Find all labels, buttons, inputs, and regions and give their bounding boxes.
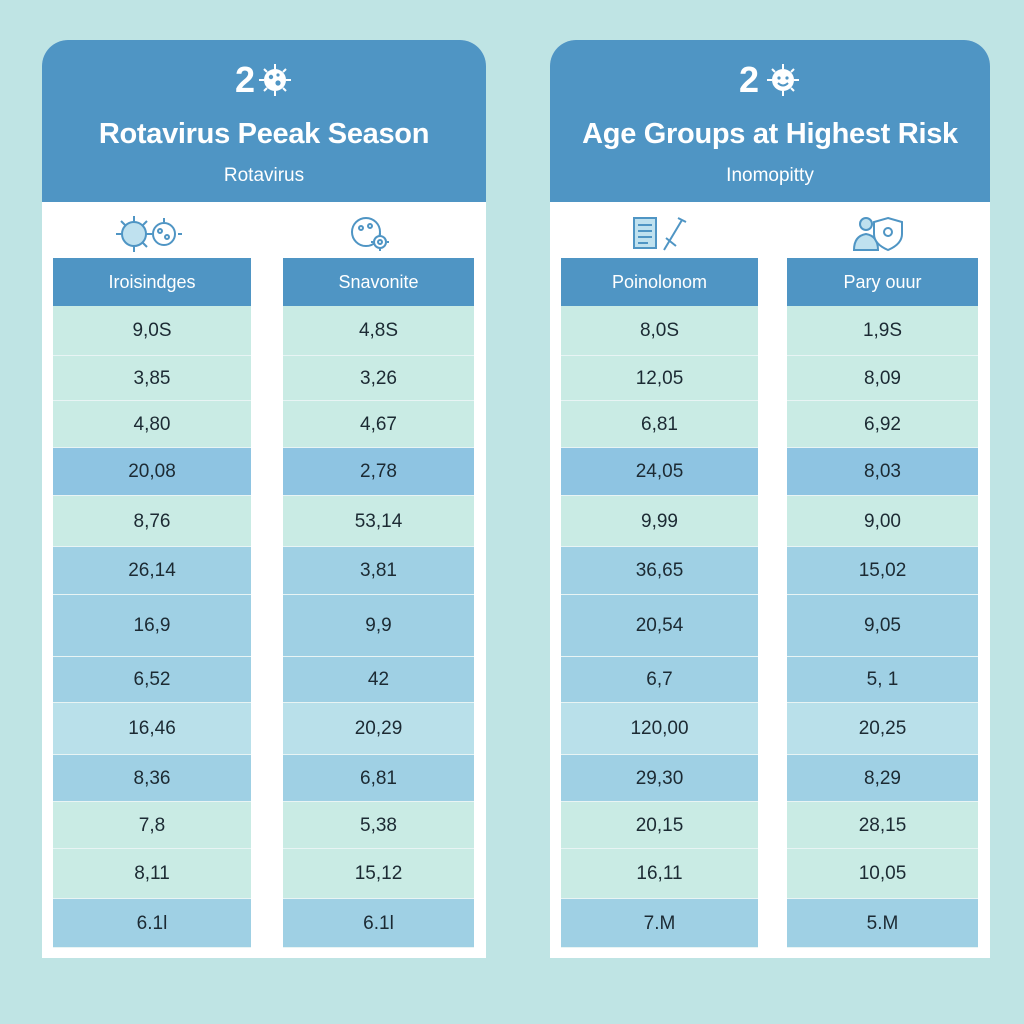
panel-title: Age Groups at Highest Risk: [582, 118, 958, 150]
virus-icon: [259, 64, 292, 96]
table-cell: 8,03: [787, 448, 978, 496]
table-cell: 8,36: [53, 755, 251, 802]
table-cell: 9,00: [787, 496, 978, 547]
badge: 2: [550, 60, 990, 100]
table-cell: 15,02: [787, 547, 978, 595]
table-cell: 9,05: [787, 595, 978, 657]
table-cell: 8,29: [787, 755, 978, 802]
table-cell: 6,7: [561, 657, 758, 703]
table-cell: 1,9S: [787, 306, 978, 356]
table-cell: 7,8: [53, 802, 251, 849]
age-groups-panel: 2 Age Groups at Highest Risk Inomopitty: [550, 40, 990, 958]
panel-subtitle: Inomopitty: [726, 165, 814, 186]
data-column: 8,0S 12,05 6,81 24,05 9,99 36,65 20,54 6,7 120,0…: [561, 306, 758, 948]
table-cell: 26,14: [53, 547, 251, 595]
panel-header: 2 Age Groups at Highest Risk Inomopitty: [550, 40, 990, 202]
table-cell: 9,0S: [53, 306, 251, 356]
table-cell: 5,38: [283, 802, 474, 849]
table-cell: 2,78: [283, 448, 474, 496]
table-cell: 42: [283, 657, 474, 703]
column-header: Iroisindges: [53, 258, 251, 306]
table-cell: 6,92: [787, 401, 978, 448]
table-cell: 3,26: [283, 356, 474, 401]
table-cell: 7.M: [561, 899, 758, 948]
rotavirus-season-panel: 2 Rotavirus Peeak Season Rotavirus: [42, 40, 486, 958]
table-cell: 6,81: [283, 755, 474, 802]
table-cell: 15,12: [283, 849, 474, 899]
badge-number: 2: [234, 59, 256, 100]
table-cell: 3,85: [53, 356, 251, 401]
table-cell: 20,08: [53, 448, 251, 496]
table-cell: 8,09: [787, 356, 978, 401]
virus-gear-icon: [320, 210, 420, 258]
data-column: 1,9S 8,09 6,92 8,03 9,00 15,02 9,05 5, 1 20,25 8,…: [787, 306, 978, 948]
table-cell: 9,9: [283, 595, 474, 657]
table-cell: 24,05: [561, 448, 758, 496]
panel-header: 2 Rotavirus Peeak Season Rotavirus: [42, 40, 486, 202]
table-cell: 29,30: [561, 755, 758, 802]
table-cell: 5.M: [787, 899, 978, 948]
table-cell: 4,8S: [283, 306, 474, 356]
table-cell: 6,81: [561, 401, 758, 448]
person-shield-icon: [830, 210, 930, 258]
table-cell: 16,46: [53, 703, 251, 755]
panel-title: Rotavirus Peeak Season: [98, 118, 430, 150]
table-cell: 10,05: [787, 849, 978, 899]
table-cell: 8,0S: [561, 306, 758, 356]
table-cell: 6.1l: [283, 899, 474, 948]
table-cell: 28,15: [787, 802, 978, 849]
table-cell: 16,11: [561, 849, 758, 899]
table-cell: 8,11: [53, 849, 251, 899]
table-cell: 120,00: [561, 703, 758, 755]
table-cell: 9,99: [561, 496, 758, 547]
column-header: Snavonite: [283, 258, 474, 306]
table-cell: 20,54: [561, 595, 758, 657]
table-cell: 4,67: [283, 401, 474, 448]
table-cell: 20,29: [283, 703, 474, 755]
table-cell: 3,81: [283, 547, 474, 595]
table-cell: 20,15: [561, 802, 758, 849]
table-cell: 6.1l: [53, 899, 251, 948]
panel-subtitle: Rotavirus: [223, 165, 305, 186]
table-cell: 6,52: [53, 657, 251, 703]
table-cell: 8,76: [53, 496, 251, 547]
table-cell: 53,14: [283, 496, 474, 547]
virus-cells-icon: [100, 210, 200, 258]
clipboard-syringe-icon: [610, 210, 710, 258]
table-cell: 5, 1: [787, 657, 978, 703]
table-cell: 36,65: [561, 547, 758, 595]
data-column: 4,8S 3,26 4,67 2,78 53,14 3,81 9,9 42 20,29 6,81 5…: [283, 306, 474, 948]
table-cell: 12,05: [561, 356, 758, 401]
smiling-virus-icon: [767, 64, 800, 96]
column-header: Poinolonom: [561, 258, 758, 306]
badge: 2: [42, 60, 486, 100]
badge-number: 2: [738, 59, 760, 100]
column-header: Pary ouur: [787, 258, 978, 306]
table-cell: 4,80: [53, 401, 251, 448]
data-column: 9,0S 3,85 4,80 20,08 8,76 26,14 16,9 6,52 16,46 8…: [53, 306, 251, 948]
table-cell: 20,25: [787, 703, 978, 755]
table-cell: 16,9: [53, 595, 251, 657]
